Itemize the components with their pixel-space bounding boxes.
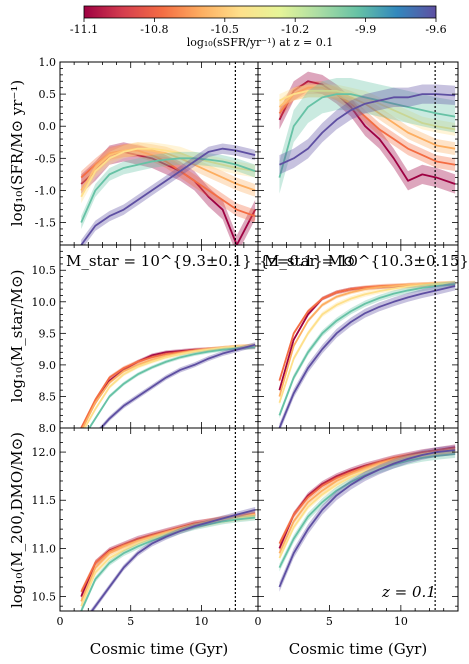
panel-r2-c0: 0 5 10 10.5 11.0 11.5 12.0 — [32, 427, 259, 628]
y-tick-label: -1.0 — [35, 184, 56, 197]
panel-frame — [257, 244, 459, 429]
series-line-4 — [80, 157, 256, 223]
plot-area — [80, 506, 256, 611]
panels: -1.5 -1.0 -0.5 0.0 0.5 1.0 8.0 8.5 9.0 9.5 10.0 10.… — [32, 56, 459, 628]
colorbar-tick-label: -10.5 — [211, 23, 239, 36]
series-line-5 — [90, 508, 256, 611]
y-tick-label: 11.5 — [32, 494, 57, 507]
series-line-3 — [83, 344, 256, 428]
series-line-5 — [279, 93, 456, 166]
series-line-3 — [80, 515, 256, 607]
y-tick-label: 8.5 — [39, 390, 57, 403]
colorbar: -11.1 -10.8 -10.5 -10.2 -9.9 -9.6 log₁₀(sSFR/… — [70, 5, 447, 49]
y-tick-label: 0.5 — [39, 88, 57, 101]
plot-area — [278, 71, 456, 194]
series-line-5 — [278, 449, 456, 588]
y-tick-label: 10.0 — [32, 296, 57, 309]
x-tick-label: 10 — [394, 615, 408, 628]
x-tick-label: 0 — [255, 615, 262, 628]
y-tick-label: 12.0 — [32, 446, 57, 459]
series-line-3 — [278, 451, 456, 559]
x-tick-label: 5 — [127, 615, 134, 628]
x-tick-label: 0 — [57, 615, 64, 628]
panel-r1-c0: 8.0 8.5 9.0 9.5 10.0 10.5 — [32, 244, 259, 435]
plot-area — [278, 444, 456, 592]
series-band-4 — [81, 514, 256, 611]
y-tick-label: 0.0 — [39, 120, 57, 133]
panel-r1-c1 — [257, 244, 459, 429]
series-line-3 — [278, 281, 456, 404]
y-tick-label: 9.5 — [39, 327, 57, 340]
series-band-2 — [81, 142, 256, 197]
series-line-5 — [99, 343, 256, 428]
series-band-5 — [279, 281, 456, 428]
colorbar-tick-label: -10.2 — [281, 23, 309, 36]
series-line-5 — [80, 147, 256, 245]
y-tick-label: -0.5 — [35, 152, 56, 165]
y-axis-title-sfr: log₁₀(SFR/M⊙ yr⁻¹) — [8, 80, 26, 226]
series-line-0 — [278, 446, 456, 549]
panel-frame — [59, 244, 259, 429]
y-tick-label: 1.0 — [39, 56, 57, 69]
redshift-annotation: z = 0.1 — [381, 583, 436, 601]
colorbar-label: log₁₀(sSFR/yr⁻¹) at z = 0.1 — [187, 36, 334, 49]
colorbar-gradient — [83, 5, 437, 19]
right-mass-annotation: M_star = 10^{10.3±0.15}_{z=0.1} M⊙ — [264, 252, 469, 270]
panel-r0-c0: -1.5 -1.0 -0.5 0.0 0.5 1.0 — [35, 56, 259, 246]
y-axis-title-mhalo: log₁₀(M_200,DMO/M⊙) — [8, 432, 26, 608]
series-line-2 — [278, 449, 456, 554]
series-line-2 — [278, 281, 456, 397]
series-band-2 — [81, 511, 256, 605]
colorbar-tick-label: -9.6 — [425, 23, 446, 36]
plot-area — [80, 142, 256, 245]
series-line-1 — [278, 281, 456, 381]
series-line-4 — [88, 346, 256, 428]
series-band-4 — [279, 280, 456, 419]
y-axis-title-mstar: log₁₀(M_star/M⊙) — [8, 270, 26, 403]
left-mass-annotation: M_star = 10^{9.3±0.1}_{z=0.1} M⊙ — [66, 252, 355, 270]
series-band-0 — [81, 511, 256, 600]
x-axis-title-right: Cosmic time (Gyr) — [289, 640, 427, 658]
x-tick-label: 10 — [194, 615, 208, 628]
panel-r0-c1 — [257, 61, 459, 246]
x-axis-title-left: Cosmic time (Gyr) — [90, 640, 228, 658]
series-band-2 — [279, 84, 456, 156]
series-band-2 — [279, 447, 456, 557]
panel-r2-c1: 0 5 10 — [255, 427, 459, 628]
series-line-4 — [278, 93, 456, 178]
series-band-5 — [98, 342, 256, 428]
x-tick-label: 5 — [326, 615, 333, 628]
series-line-1 — [80, 149, 256, 217]
colorbar-tick-label: -9.9 — [355, 23, 376, 36]
y-tick-label: -1.5 — [35, 217, 56, 230]
y-tick-label: 11.0 — [32, 542, 57, 555]
y-tick-label: 9.0 — [39, 359, 57, 372]
colorbar-tick-label: -11.1 — [70, 23, 98, 36]
series-line-4 — [278, 283, 456, 416]
series-line-2 — [80, 147, 256, 192]
series-band-3 — [279, 280, 456, 406]
series-band-1 — [279, 81, 456, 172]
series-band-3 — [81, 142, 256, 204]
series-line-0 — [278, 80, 456, 185]
series-line-5 — [278, 285, 456, 428]
y-tick-label: 10.5 — [32, 591, 57, 604]
plot-area — [278, 280, 456, 428]
colorbar-ticks: -11.1 -10.8 -10.5 -10.2 -9.9 -9.6 — [70, 18, 447, 36]
series-line-2 — [80, 513, 256, 602]
series-line-1 — [278, 86, 456, 166]
y-tick-label: 10.5 — [32, 264, 57, 277]
colorbar-tick-label: -10.8 — [140, 23, 168, 36]
series-band-5 — [81, 143, 256, 245]
series-band-4 — [81, 151, 256, 229]
plot-area — [80, 342, 256, 428]
y-tick-label: 8.0 — [39, 422, 57, 435]
series-line-3 — [80, 147, 256, 198]
series-band-0 — [279, 71, 456, 194]
